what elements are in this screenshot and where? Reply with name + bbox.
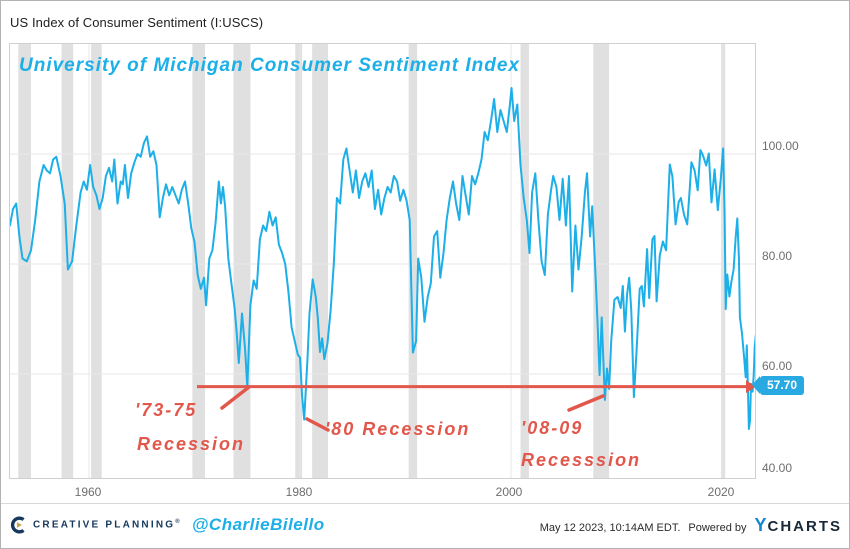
- ycharts-logo-charts: CHARTS: [767, 518, 842, 535]
- recession-band: [520, 44, 529, 478]
- registered-mark: ®: [175, 519, 182, 526]
- recession-band: [192, 44, 206, 478]
- sentiment-line: [10, 87, 755, 430]
- leader-80: [305, 417, 330, 432]
- recession-band: [233, 44, 251, 478]
- chart-timestamp: May 12 2023, 10:14AM EDT.: [539, 522, 681, 534]
- y-axis-tick-60: 60.00: [762, 359, 793, 373]
- page-title: US Index of Consumer Sentiment (I:USCS): [10, 15, 264, 30]
- twitter-handle: @CharlieBilello: [191, 515, 325, 534]
- reference-line-arrowhead: [746, 380, 755, 394]
- footer-attribution: May 12 2023, 10:14AM EDT. Powered by YCH…: [540, 515, 842, 536]
- powered-by-label: Powered by: [688, 522, 747, 534]
- annotation-08-09-line1: '08-09: [521, 418, 584, 438]
- chart-plot-area: [10, 44, 755, 478]
- annotation-73-75-line1: '73-75: [135, 400, 198, 420]
- creative-planning-logo-icon: [10, 516, 25, 534]
- recession-band: [312, 44, 328, 478]
- chart-title: University of Michigan Consumer Sentimen…: [19, 55, 520, 76]
- x-axis-tick-1980: 1980: [285, 485, 313, 499]
- sentiment-chart: [9, 43, 756, 479]
- last-value-badge: 57.70: [752, 376, 804, 395]
- recession-band: [295, 44, 303, 478]
- leader-73-75: [220, 385, 251, 410]
- recession-band: [91, 44, 102, 478]
- ycharts-logo-y: Y: [754, 515, 768, 535]
- y-axis-tick-80: 80.00: [762, 249, 793, 263]
- annotation-73-75-line2: Recession: [137, 434, 246, 454]
- creative-planning-wordmark: CREATIVE PLANNING®: [33, 519, 182, 531]
- annotation-08-09-line2: Recesssion: [521, 450, 642, 470]
- x-axis-tick-2020: 2020: [707, 485, 735, 499]
- recession-band: [593, 44, 610, 478]
- x-axis-tick-1960: 1960: [74, 485, 102, 499]
- ycharts-logo: YCHARTS: [754, 515, 842, 536]
- footer-branding: CREATIVE PLANNING® @CharlieBilello: [9, 509, 325, 541]
- recession-band: [408, 44, 418, 478]
- leader-08-09: [567, 394, 605, 412]
- x-axis-tick-2000: 2000: [495, 485, 523, 499]
- recession-band: [720, 44, 726, 478]
- footer-divider: [1, 503, 849, 504]
- y-axis-tick-100: 100.00: [762, 139, 799, 153]
- y-axis-tick-40: 40.00: [762, 461, 793, 475]
- annotation-80: '80 Recession: [325, 419, 471, 439]
